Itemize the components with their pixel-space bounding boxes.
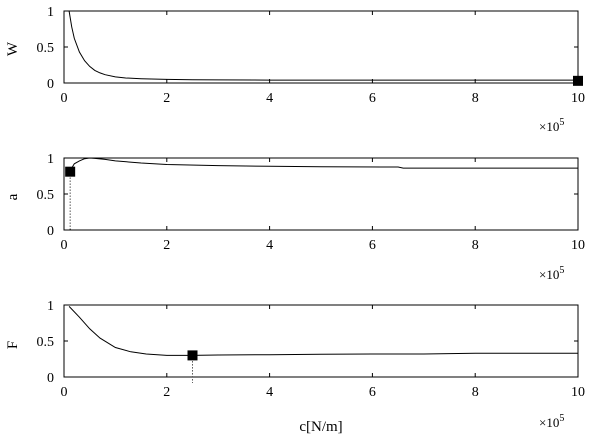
- subplot-f-xlabel: c[N/m]: [299, 419, 342, 435]
- subplot-a-ytick-label: 1: [47, 152, 54, 167]
- subplot-f-xtick-label: 0: [61, 385, 68, 400]
- subplot-w-ticks: 0 2 4 6 8 10 0 0.5 1: [37, 5, 586, 106]
- subplot-f-xtick-label: 8: [472, 385, 479, 400]
- subplot-f-marks: [68, 306, 578, 383]
- subplot-a-series-line-0: [68, 157, 578, 172]
- subplot-w-x-multiplier: ×105: [539, 117, 564, 134]
- subplot-a-marks: [65, 157, 578, 230]
- subplot-f-xtick-label: 10: [571, 385, 585, 400]
- subplot-a-marker: [65, 166, 76, 177]
- subplot-w-ytick-label: 0: [47, 77, 54, 92]
- subplot-f-xtick-label: 6: [369, 385, 376, 400]
- subplot-f-ytick-label: 0: [47, 371, 54, 386]
- subplot-w-ytick-label: 1: [47, 5, 54, 20]
- subplot-a-axes-frame: [63, 157, 579, 231]
- subplot-f-series-line-0: [68, 306, 578, 356]
- subplot-w-xtick-label: 10: [571, 91, 585, 106]
- subplot-f-ticks: 0 2 4 6 8 10 0 0.5 1: [37, 299, 586, 400]
- subplot-f: F 0 2 4 6 8 10 0 0.5 1 ×105 c[N/m]: [5, 299, 585, 435]
- subplot-w-ytick-label: 0.5: [37, 41, 55, 56]
- subplot-a-xtick-label: 6: [369, 238, 376, 253]
- subplot-w-axes-frame: [63, 10, 579, 84]
- subplot-f-marker: [187, 350, 198, 361]
- subplot-f-xtick-label: 4: [266, 385, 273, 400]
- subplot-w-series-line-0: [68, 10, 578, 81]
- subplot-w: W 0 2 4 6 8 10 0 0.5 1 ×105: [5, 5, 585, 134]
- subplot-a-xtick-label: 0: [61, 238, 68, 253]
- subplot-a-ylabel: a: [5, 193, 21, 200]
- subplot-w-xtick-label: 6: [369, 91, 376, 106]
- subplot-w-marks: [68, 10, 583, 86]
- subplot-a-x-multiplier: ×105: [539, 265, 564, 282]
- subplot-f-ytick-label: 0.5: [37, 335, 55, 350]
- subplot-a-ytick-label: 0.5: [37, 188, 55, 203]
- subplot-w-xtick-label: 8: [472, 91, 479, 106]
- subplot-f-ytick-label: 1: [47, 299, 54, 314]
- subplot-a-xtick-label: 8: [472, 238, 479, 253]
- subplot-a: a 0 2 4 6 8 10 0 0.5 1 ×105: [5, 152, 585, 282]
- subplot-f-xtick-label: 2: [163, 385, 170, 400]
- subplot-a-xtick-label: 2: [163, 238, 170, 253]
- subplot-w-xtick-label: 0: [61, 91, 68, 106]
- subplot-f-x-multiplier: ×105: [539, 413, 564, 430]
- subplot-a-ticks: 0 2 4 6 8 10 0 0.5 1: [37, 152, 586, 253]
- subplot-w-xtick-label: 2: [163, 91, 170, 106]
- subplot-w-ylabel: W: [5, 41, 21, 56]
- subplot-a-xtick-label: 10: [571, 238, 585, 253]
- subplot-f-axes-frame: [63, 304, 579, 378]
- subplot-f-ylabel: F: [5, 341, 21, 349]
- subplot-a-xtick-label: 4: [266, 238, 273, 253]
- subplot-a-ytick-label: 0: [47, 224, 54, 239]
- subplot-w-xtick-label: 4: [266, 91, 273, 106]
